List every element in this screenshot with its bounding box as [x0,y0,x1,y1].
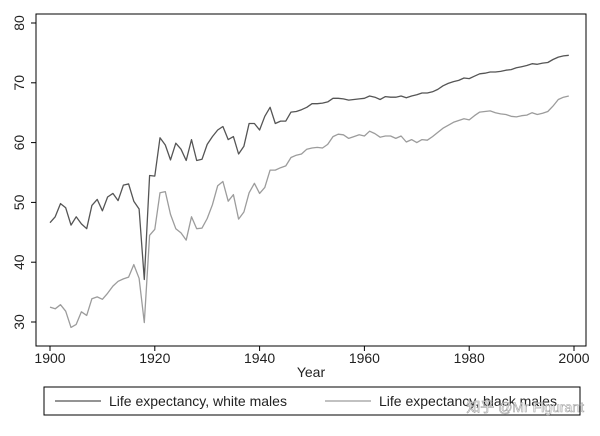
y-tick-label: 30 [11,314,27,330]
series-line-black-males [49,95,569,329]
series-line-white-males [49,54,569,281]
x-tick-label: 1900 [34,350,65,366]
x-axis: 1900 1920 1940 1960 1980 2000 [34,346,590,366]
y-tick-label: 80 [11,15,27,31]
x-axis-title: Year [297,364,326,380]
y-tick-label: 40 [11,254,27,270]
y-tick-label: 50 [11,194,27,210]
x-tick-label: 2000 [558,350,589,366]
series-group [49,54,569,329]
x-tick-label: 1940 [244,350,275,366]
x-tick-label: 1960 [349,350,380,366]
legend-label-white-males: Life expectancy, white males [109,393,287,409]
y-tick-label: 70 [11,75,27,91]
y-axis: 30 40 50 60 70 80 [11,15,36,330]
x-tick-label: 1920 [139,350,170,366]
y-tick-label: 60 [11,135,27,151]
legend-box [43,386,581,416]
legend-label-black-males: Life expectancy, black males [379,393,557,409]
x-tick-label: 1980 [454,350,485,366]
plot-area [35,13,587,347]
watermark-text: 知乎 @Mr Figurant [466,399,584,415]
legend: Life expectancy, white males Life expecta… [55,393,557,409]
